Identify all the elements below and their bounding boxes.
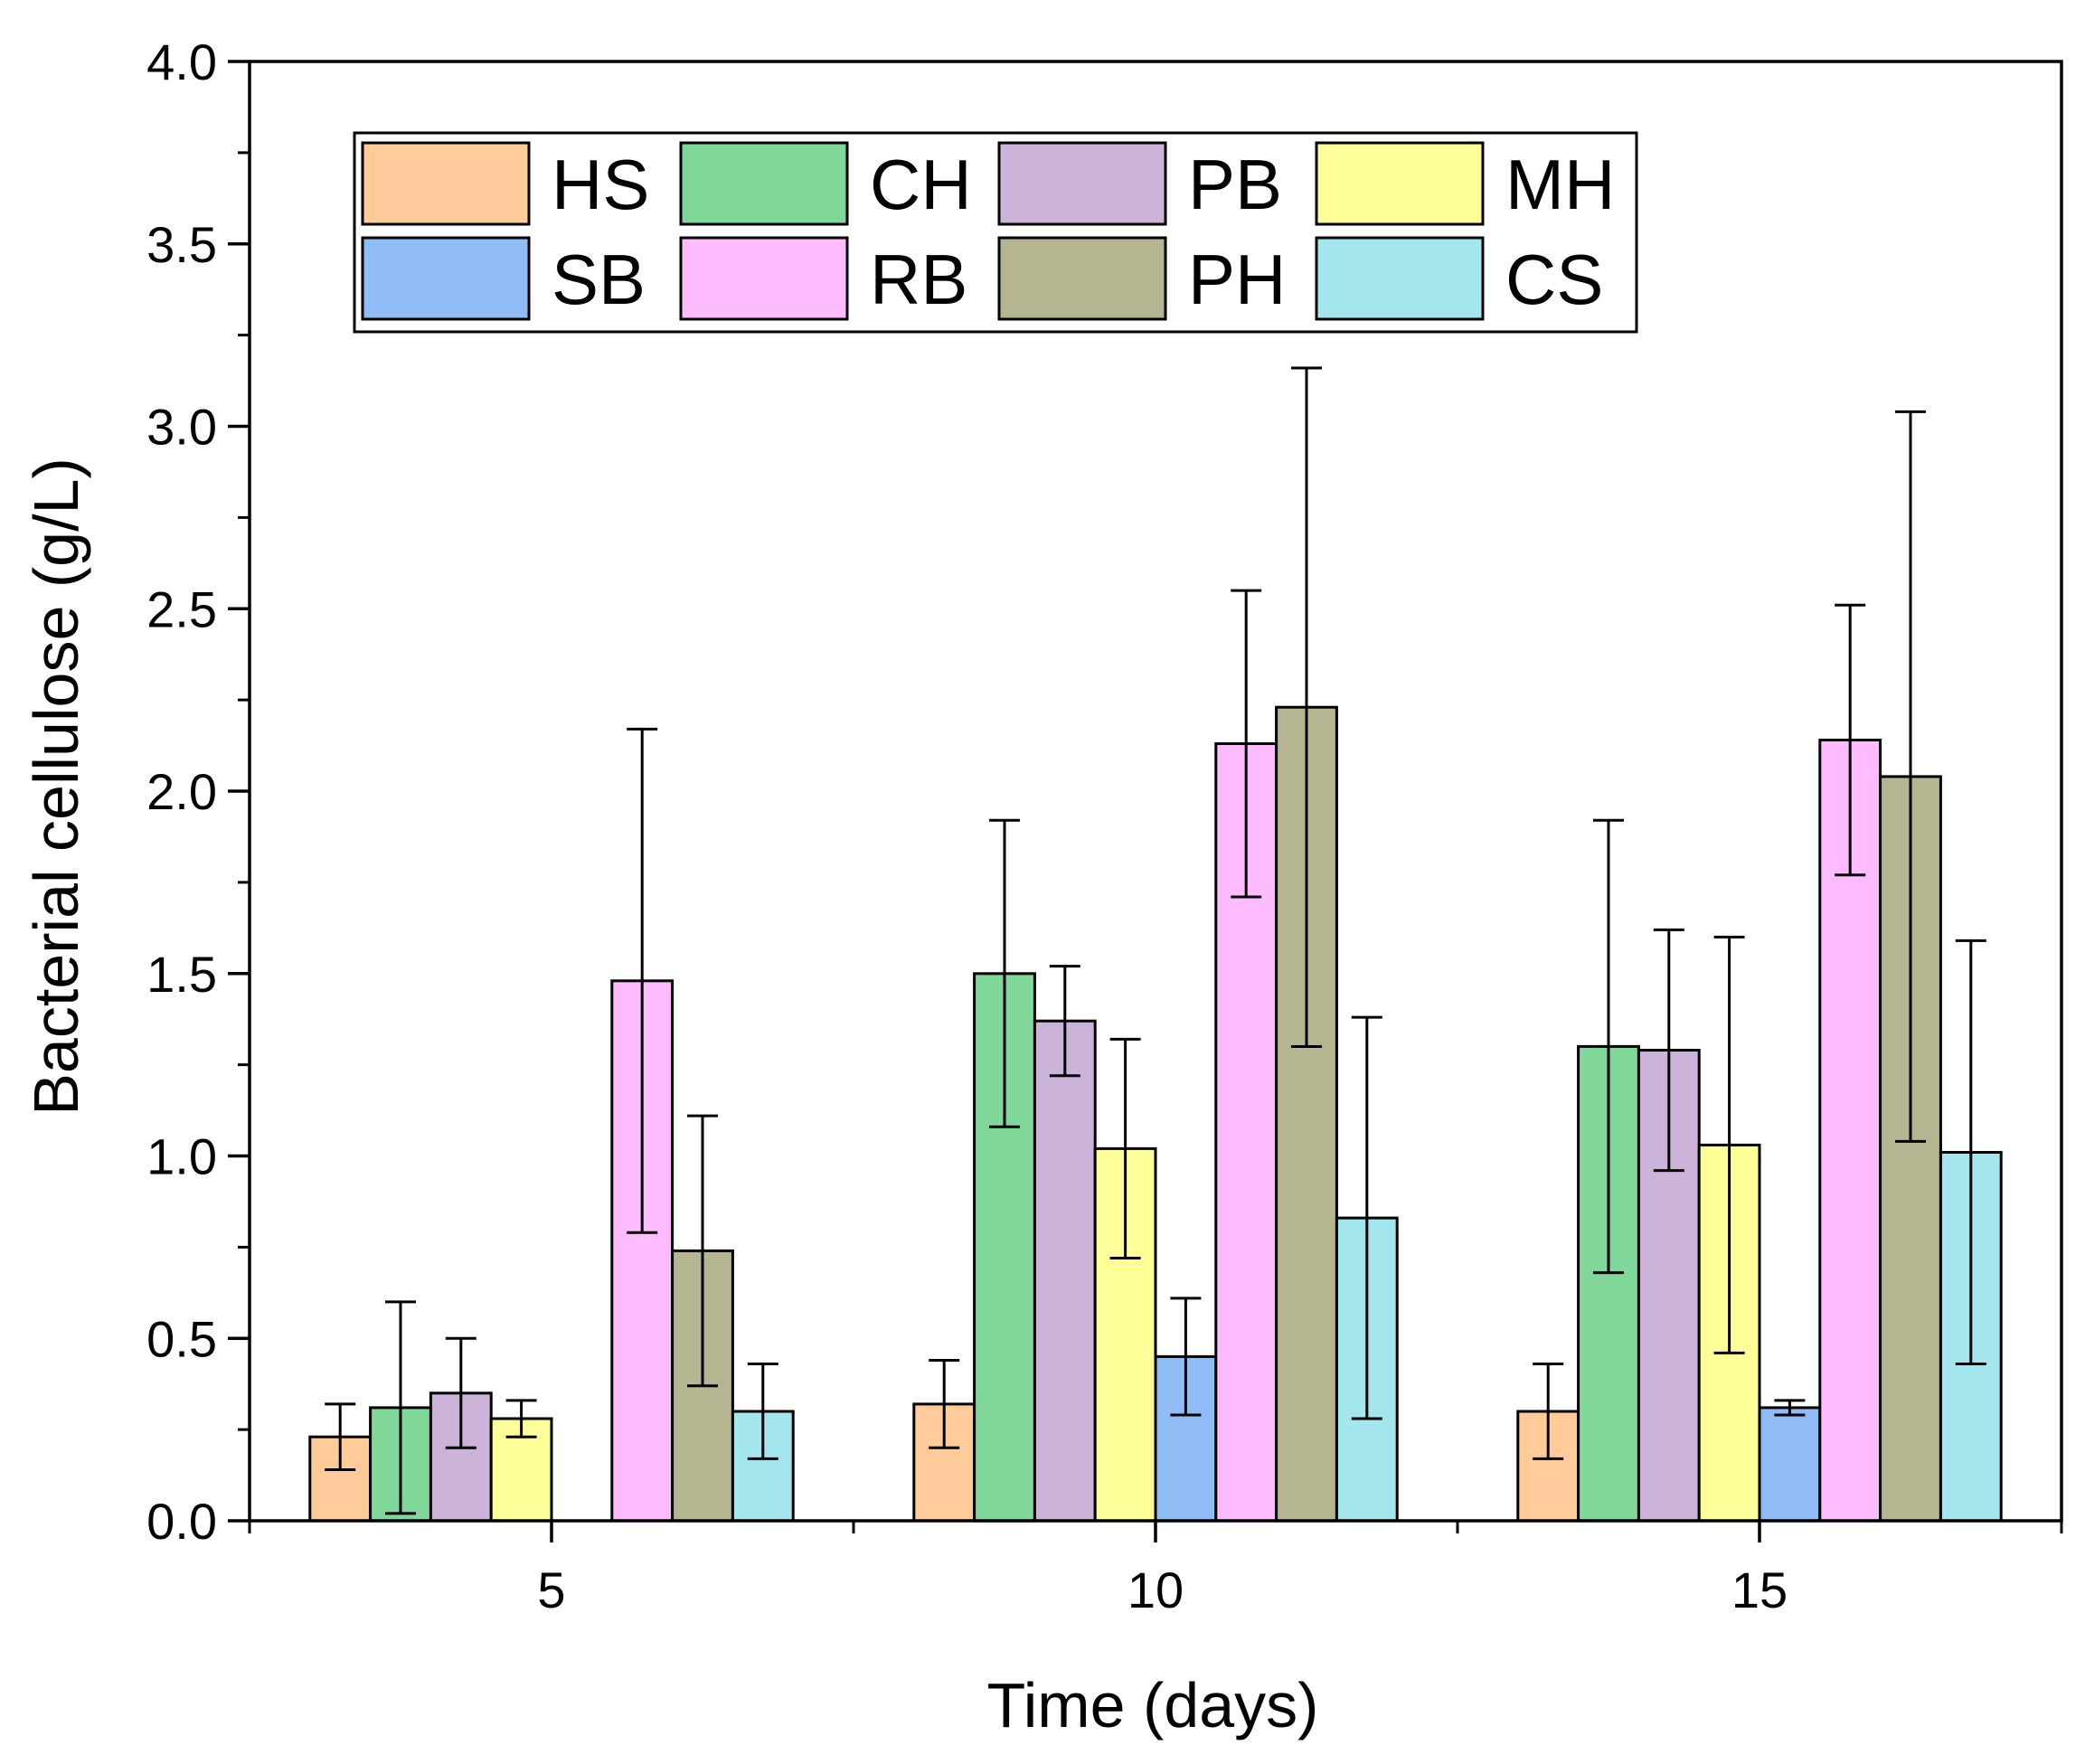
legend-swatch-cs xyxy=(1315,236,1485,321)
y-tick-label: 0.0 xyxy=(146,1493,217,1550)
bar-pb-10 xyxy=(1033,1019,1097,1523)
error-bar-sb-10 xyxy=(1170,1297,1202,1417)
legend-label-ch: CH xyxy=(870,145,972,224)
error-bar-hs-10 xyxy=(929,1358,960,1449)
error-bar-mh-5 xyxy=(505,1399,537,1439)
y-tick-label: 3.0 xyxy=(146,399,217,456)
error-bar-ch-15 xyxy=(1593,818,1624,1275)
legend-label-rb: RB xyxy=(870,240,967,319)
error-bar-ph-10 xyxy=(1291,366,1322,1048)
error-bar-hs-5 xyxy=(325,1402,356,1472)
x-tick-label: 15 xyxy=(1731,1561,1788,1618)
error-bar-mh-10 xyxy=(1109,1037,1141,1259)
legend-label-cs: CS xyxy=(1505,240,1603,319)
error-bar-pb-10 xyxy=(1049,965,1080,1078)
error-bar-pb-5 xyxy=(445,1336,476,1449)
y-tick-label: 3.5 xyxy=(146,216,217,273)
error-bar-ph-5 xyxy=(687,1114,718,1388)
y-axis-title: Bacterial cellulose (g/L) xyxy=(21,458,91,1116)
legend-swatch-ch xyxy=(679,141,849,226)
error-bar-cs-10 xyxy=(1351,1015,1382,1420)
x-tick-label: 5 xyxy=(537,1561,565,1618)
error-bar-rb-5 xyxy=(627,727,658,1234)
error-bar-hs-15 xyxy=(1533,1362,1564,1460)
legend-label-ph: PH xyxy=(1188,240,1286,319)
y-tick-label: 1.5 xyxy=(146,946,217,1003)
legend-swatch-ph xyxy=(997,236,1167,321)
legend-swatch-pb xyxy=(997,141,1167,226)
bars-layer xyxy=(308,366,2003,1523)
legend-label-sb: SB xyxy=(552,240,646,319)
legend-swatch-mh xyxy=(1315,141,1485,226)
y-tick-label: 2.0 xyxy=(146,763,217,820)
error-bar-ch-5 xyxy=(385,1300,416,1515)
y-tick-label: 0.5 xyxy=(146,1310,217,1367)
error-bar-mh-15 xyxy=(1713,935,1745,1354)
legend: HS CH PB MH SB RB PH CS xyxy=(353,131,1638,334)
error-bar-rb-10 xyxy=(1231,589,1262,899)
legend-swatch-hs xyxy=(361,141,531,226)
y-tick-label: 4.0 xyxy=(146,33,217,90)
y-tick-label: 1.0 xyxy=(146,1128,217,1185)
error-bar-sb-15 xyxy=(1774,1399,1806,1417)
error-bar-pb-15 xyxy=(1653,928,1684,1173)
axes-layer: 0.0 0.5 1.0 1.5 2.0 2.5 3.0 3.5 4.0 5 10 15 xyxy=(146,33,2063,1618)
legend-label-mh: MH xyxy=(1505,145,1615,224)
bar-sb-15 xyxy=(1758,1406,1822,1523)
error-bar-cs-5 xyxy=(747,1362,778,1460)
error-bar-rb-15 xyxy=(1835,603,1866,877)
error-bar-ch-10 xyxy=(989,818,1020,1128)
error-bar-ph-15 xyxy=(1895,410,1926,1143)
legend-swatch-rb xyxy=(679,236,849,321)
legend-swatch-sb xyxy=(361,236,531,321)
x-tick-label: 10 xyxy=(1127,1561,1184,1618)
error-bar-cs-15 xyxy=(1955,939,1986,1365)
x-axis-title: Time (days) xyxy=(987,1670,1319,1740)
legend-label-hs: HS xyxy=(552,145,649,224)
y-tick-label: 2.5 xyxy=(146,580,217,637)
legend-label-pb: PB xyxy=(1188,145,1282,224)
